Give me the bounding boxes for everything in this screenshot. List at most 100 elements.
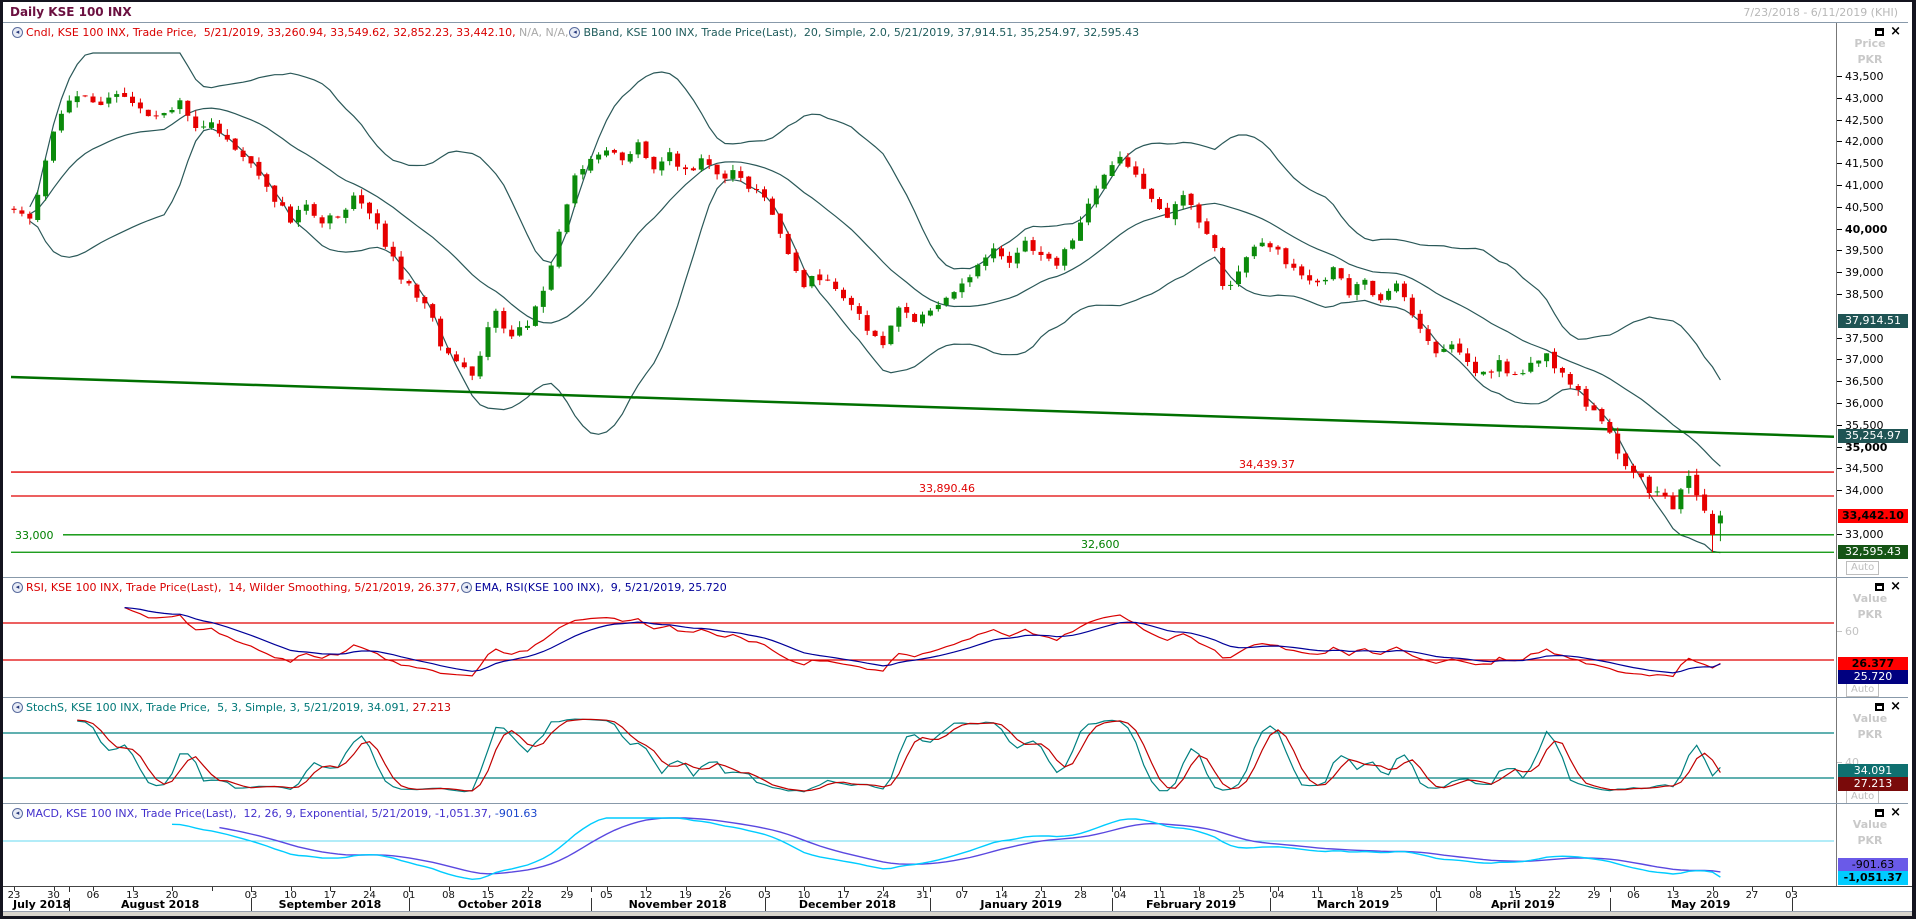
axis-tick: 33,000 <box>1837 528 1884 541</box>
study-icon[interactable]: ◂ <box>460 582 472 593</box>
close-icon[interactable]: × <box>1890 699 1901 714</box>
price-panel[interactable]: 34,439.37 33,890.46 33,000 32,600 ◂ Cndl, KS… <box>3 22 1908 577</box>
stochastic-axis[interactable]: × Value PKR 40 34.091 27.213 Auto <box>1836 698 1908 803</box>
stochastic-panel[interactable]: ◂ StochS, KSE 100 INX, Trade Price, 5, 3,… <box>3 697 1908 803</box>
tick-dash-icon <box>1837 359 1842 361</box>
candle-body <box>1394 283 1399 292</box>
macd-plot[interactable] <box>3 804 1834 886</box>
candle-body <box>596 154 602 160</box>
support-label: 33,000 <box>15 529 54 542</box>
close-icon[interactable]: × <box>1890 805 1901 820</box>
tick-dash-icon <box>1837 490 1842 492</box>
maximize-icon[interactable] <box>1875 703 1885 711</box>
x-tick <box>1120 887 1121 891</box>
candle-body <box>1093 188 1099 205</box>
tick-dash-icon <box>1837 468 1842 470</box>
month-label: March 2019 <box>1316 898 1390 911</box>
macd-panel[interactable]: ◂ MACD, KSE 100 INX, Trade Price(Last), 1… <box>3 803 1908 886</box>
axis-unit-label: Price <box>1854 37 1886 50</box>
rsi-panel[interactable]: ◂ RSI, KSE 100 INX, Trade Price(Last), 14… <box>3 577 1908 697</box>
axis-unit-label: Value <box>1852 712 1888 725</box>
rsi-axis[interactable]: × Value PKR 60 26.377 25.720 Auto <box>1836 578 1908 697</box>
candle-body <box>690 168 696 171</box>
day-label: 24 <box>876 890 890 901</box>
candle-body <box>469 366 475 376</box>
auto-scale-button[interactable]: Auto <box>1846 790 1880 803</box>
tick-label: 60 <box>1845 625 1859 639</box>
day-label: 17 <box>837 890 850 901</box>
candle-body <box>1480 371 1486 375</box>
candle-body <box>1638 473 1644 478</box>
close-icon[interactable]: × <box>1890 579 1901 594</box>
x-tick <box>567 887 568 891</box>
maximize-icon[interactable] <box>1875 28 1885 36</box>
maximize-icon[interactable] <box>1875 583 1885 591</box>
candle-body <box>501 311 507 329</box>
x-tick <box>93 887 94 891</box>
tick-dash-icon <box>1837 446 1842 448</box>
candle-body <box>627 154 633 162</box>
macd-axis[interactable]: × Value PKR -901.63 -1,051.37 <box>1836 804 1908 886</box>
macd-value: -1,051.37 <box>1838 871 1908 885</box>
candle-body <box>311 204 317 216</box>
candle-body <box>1512 374 1518 375</box>
price-axis[interactable]: × Price PKR 43,500 43,000 42,500 42,000 41,500 4… <box>1836 23 1908 577</box>
study-icon[interactable]: ◂ <box>12 702 23 713</box>
window-buttons: × <box>1875 24 1901 39</box>
maximize-icon[interactable] <box>1875 809 1885 817</box>
candle-body <box>1536 360 1542 364</box>
stochastic-plot[interactable] <box>3 698 1834 803</box>
x-tick <box>922 887 924 891</box>
candle-body <box>406 281 412 284</box>
horizontal-scrollbar[interactable] <box>0 911 1916 916</box>
day-label: 06 <box>86 890 100 901</box>
auto-scale-button[interactable]: Auto <box>1846 561 1880 575</box>
candle-body <box>872 330 878 336</box>
study-icon[interactable]: ◂ <box>569 27 581 38</box>
tick-label: 38,500 <box>1845 288 1884 301</box>
candle-body <box>256 161 262 176</box>
day-label: 01 <box>1429 890 1443 901</box>
x-tick <box>369 887 371 891</box>
price-chart-plot[interactable]: 34,439.37 33,890.46 33,000 32,600 <box>3 23 1834 577</box>
study-icon[interactable]: ◂ <box>12 27 23 38</box>
month-label: October 2018 <box>457 898 542 911</box>
close-icon[interactable]: × <box>1890 24 1901 39</box>
candle-body <box>1315 280 1320 283</box>
study-icon[interactable]: ◂ <box>12 582 23 593</box>
candle-body <box>1678 489 1684 510</box>
candle-body <box>967 277 973 283</box>
bband-middle-line <box>29 107 1721 467</box>
candle-body <box>1449 344 1455 350</box>
study-icon[interactable]: ◂ <box>12 808 23 819</box>
day-label: 24 <box>363 890 376 901</box>
x-tick <box>962 887 963 891</box>
trendline[interactable] <box>10 375 1834 438</box>
candle-body <box>1164 207 1170 218</box>
month-boundary-tick <box>1609 887 1611 892</box>
day-label: 21 <box>1034 890 1048 901</box>
candle-body <box>1259 242 1265 247</box>
x-tick <box>1554 887 1556 891</box>
candle-body <box>762 189 767 198</box>
candle-body <box>540 290 546 307</box>
candle-body <box>912 314 918 322</box>
tick-dash-icon <box>1837 206 1842 208</box>
candle-body <box>216 123 222 134</box>
candle-body <box>438 318 444 347</box>
day-label: 25 <box>1232 890 1245 901</box>
window-border-right <box>1912 0 1916 919</box>
candle-body <box>1212 235 1218 248</box>
axis-tick: 35,500 <box>1837 419 1884 432</box>
title-bar: Daily KSE 100 INX 7/23/2018 - 6/11/2019 … <box>3 2 1908 22</box>
rsi-plot[interactable] <box>3 578 1834 697</box>
window-border-left <box>0 0 3 919</box>
candle-body <box>1188 193 1194 205</box>
candle-body <box>1496 360 1502 372</box>
x-tick <box>685 887 687 891</box>
auto-scale-button[interactable]: Auto <box>1846 683 1880 697</box>
candle-body <box>137 102 143 109</box>
day-label: 23 <box>7 890 21 901</box>
day-label: 03 <box>244 890 258 901</box>
day-label: 22 <box>1548 890 1561 901</box>
